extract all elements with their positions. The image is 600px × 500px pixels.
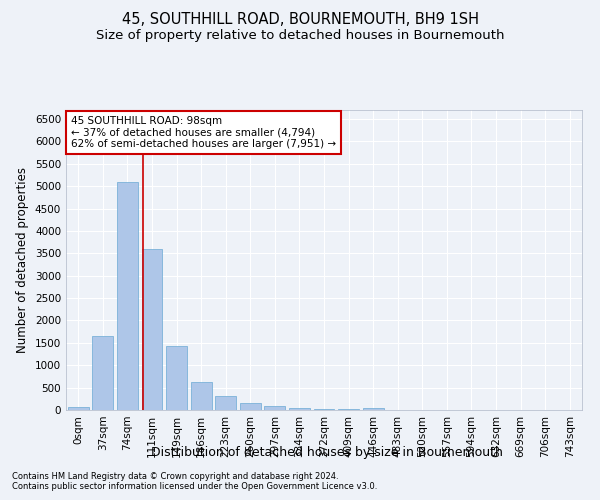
Text: Size of property relative to detached houses in Bournemouth: Size of property relative to detached ho… — [96, 29, 504, 42]
Text: 45, SOUTHHILL ROAD, BOURNEMOUTH, BH9 1SH: 45, SOUTHHILL ROAD, BOURNEMOUTH, BH9 1SH — [121, 12, 479, 28]
Bar — [142, 249, 163, 410]
Bar — [314, 408, 334, 410]
Text: 45 SOUTHHILL ROAD: 98sqm
← 37% of detached houses are smaller (4,794)
62% of sem: 45 SOUTHHILL ROAD: 98sqm ← 37% of detach… — [71, 116, 336, 149]
Y-axis label: Number of detached properties: Number of detached properties — [16, 167, 29, 353]
Bar — [68, 406, 89, 410]
Bar — [362, 408, 383, 410]
Bar — [265, 406, 286, 410]
Bar — [240, 403, 261, 410]
Bar — [117, 182, 138, 410]
Bar — [215, 396, 236, 410]
Bar — [166, 346, 187, 410]
Bar — [289, 408, 310, 410]
Text: Contains public sector information licensed under the Open Government Licence v3: Contains public sector information licen… — [12, 482, 377, 491]
Bar — [92, 336, 113, 410]
Bar — [191, 382, 212, 410]
Text: Distribution of detached houses by size in Bournemouth: Distribution of detached houses by size … — [151, 446, 503, 459]
Text: Contains HM Land Registry data © Crown copyright and database right 2024.: Contains HM Land Registry data © Crown c… — [12, 472, 338, 481]
